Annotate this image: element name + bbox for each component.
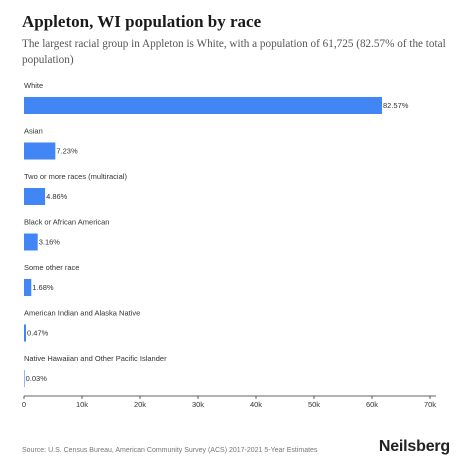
- data-label: 7.23%: [56, 147, 78, 156]
- category-label: Two or more races (multiracial): [24, 172, 127, 181]
- x-tick-label: 20k: [134, 400, 146, 409]
- chart-title: Appleton, WI population by race: [22, 12, 262, 31]
- data-label: 0.47%: [27, 329, 49, 338]
- chart-subtitle: The largest racial group in Appleton is …: [22, 38, 446, 66]
- x-tick-label: 30k: [192, 400, 204, 409]
- bar: [24, 370, 25, 387]
- bar: [24, 324, 27, 342]
- bar: [24, 188, 46, 205]
- x-tick-label: 70k: [424, 400, 436, 409]
- x-tick-label: 60k: [366, 400, 378, 409]
- data-label: 82.57%: [383, 101, 409, 110]
- x-tick-label: 0: [22, 400, 26, 409]
- x-tick-label: 40k: [250, 400, 262, 409]
- category-label: Some other race: [24, 263, 79, 272]
- bar: [24, 233, 38, 251]
- bar: [24, 279, 32, 296]
- category-label: White: [24, 81, 43, 90]
- category-label: Asian: [24, 127, 43, 136]
- x-tick-label: 10k: [76, 400, 88, 409]
- source-note: Source: U.S. Census Bureau, American Com…: [22, 447, 318, 454]
- category-label: Black or African American: [24, 218, 109, 227]
- bar: [24, 97, 383, 114]
- data-label: 4.86%: [46, 192, 68, 201]
- bar: [24, 142, 56, 160]
- x-tick-label: 50k: [308, 400, 320, 409]
- category-label: American Indian and Alaska Native: [24, 309, 140, 318]
- brand-logo: Neilsberg: [378, 438, 450, 455]
- category-label: Native Hawaiian and Other Pacific Island…: [24, 354, 167, 363]
- data-label: 3.16%: [39, 238, 61, 247]
- data-label: 1.68%: [32, 283, 54, 292]
- data-label: 0.03%: [26, 374, 48, 383]
